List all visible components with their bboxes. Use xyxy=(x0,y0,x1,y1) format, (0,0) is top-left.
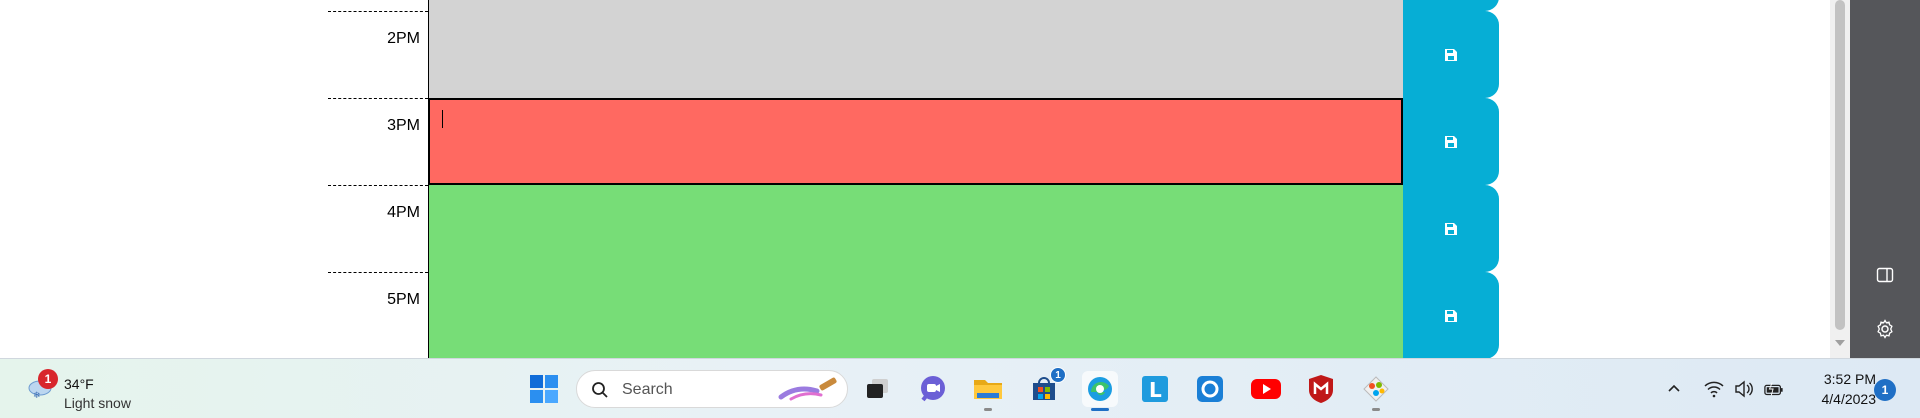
floppy-disk-icon xyxy=(1445,309,1457,322)
event-textarea[interactable] xyxy=(428,11,1403,98)
event-textarea[interactable] xyxy=(428,0,1403,11)
chat-icon xyxy=(921,376,945,402)
hour-label: 2PM xyxy=(328,11,428,98)
file-explorer-button[interactable] xyxy=(970,371,1006,411)
paint-icon xyxy=(1363,376,1389,402)
save-button[interactable] xyxy=(1403,98,1499,185)
battery-icon[interactable] xyxy=(1764,379,1784,399)
l-letter-icon: L xyxy=(1142,376,1168,402)
weather-badge: 1 xyxy=(38,369,58,389)
search-placeholder: Search xyxy=(622,381,673,398)
mcafee-button[interactable] xyxy=(1303,371,1339,407)
paint-button[interactable] xyxy=(1358,371,1394,411)
split-screen-icon[interactable] xyxy=(1872,262,1898,288)
chevron-up-icon[interactable] xyxy=(1664,379,1684,399)
clock-date: 4/4/2023 xyxy=(1821,391,1877,407)
edge-browser-button[interactable] xyxy=(1082,371,1118,411)
floppy-disk-icon xyxy=(1445,48,1457,61)
scrollbar-thumb[interactable] xyxy=(1835,0,1845,330)
svg-text:L: L xyxy=(1149,378,1162,402)
weather-condition: Light snow xyxy=(64,395,131,411)
time-block-row: 3PM xyxy=(328,98,1499,185)
folder-icon xyxy=(974,380,1002,399)
taskbar-search[interactable]: Search xyxy=(576,370,848,408)
active-indicator xyxy=(1091,408,1109,411)
hour-label xyxy=(328,0,428,11)
gear-icon[interactable] xyxy=(1872,316,1898,342)
event-textarea[interactable] xyxy=(428,272,1403,358)
time-block-row: 5PM xyxy=(328,272,1499,358)
time-block-row xyxy=(328,0,1499,11)
system-clock[interactable]: 3:52 PM 4/4/2023 xyxy=(1800,369,1877,409)
time-block-row: 2PM xyxy=(328,11,1499,98)
youtube-icon xyxy=(1251,379,1281,399)
paintbrush-decoration-icon xyxy=(778,377,837,401)
svg-text:❄: ❄ xyxy=(33,391,41,401)
floppy-disk-icon xyxy=(1445,222,1457,235)
running-indicator xyxy=(1372,408,1380,411)
scroll-down-arrow-icon[interactable] xyxy=(1835,340,1845,346)
start-button[interactable] xyxy=(526,371,562,407)
task-view-icon xyxy=(867,379,888,398)
windows-logo-icon xyxy=(530,375,558,403)
volume-icon[interactable] xyxy=(1734,379,1754,399)
edge-icon xyxy=(1088,377,1112,401)
l-app-button[interactable]: L xyxy=(1137,371,1173,407)
browser-viewport: 2PM 3PM 4PM 5PM xyxy=(328,0,1850,358)
event-textarea-wrapper xyxy=(428,98,1403,185)
cortana-button[interactable] xyxy=(1192,371,1228,407)
event-textarea[interactable] xyxy=(428,185,1403,272)
running-indicator xyxy=(984,408,992,411)
microsoft-store-button[interactable]: 1 xyxy=(1026,367,1066,407)
store-badge: 1 xyxy=(1050,367,1066,383)
store-icon xyxy=(1033,377,1055,400)
save-button[interactable] xyxy=(1403,272,1499,358)
save-button[interactable] xyxy=(1403,0,1499,11)
floppy-disk-icon xyxy=(1445,135,1457,148)
weather-widget[interactable]: ❄ 1 34°F Light snow xyxy=(20,367,160,411)
text-cursor xyxy=(442,110,443,128)
vertical-scrollbar[interactable] xyxy=(1830,0,1850,358)
task-view-button[interactable] xyxy=(860,371,896,407)
weather-temperature: 34°F xyxy=(64,376,94,392)
hour-label: 4PM xyxy=(328,185,428,272)
hour-label: 5PM xyxy=(328,272,428,358)
clock-time: 3:52 PM xyxy=(1823,371,1876,387)
event-textarea[interactable] xyxy=(428,98,1403,185)
time-block-row: 4PM xyxy=(328,185,1499,272)
browser-sidebar xyxy=(1850,0,1920,358)
notification-badge[interactable]: 1 xyxy=(1874,379,1896,401)
save-button[interactable] xyxy=(1403,11,1499,98)
ring-icon xyxy=(1197,376,1223,402)
hour-label: 3PM xyxy=(328,98,428,185)
mcafee-icon xyxy=(1309,375,1333,403)
youtube-button[interactable] xyxy=(1248,371,1284,407)
windows-taskbar: ❄ 1 34°F Light snow Search 1 L xyxy=(0,358,1920,418)
wifi-icon[interactable] xyxy=(1704,379,1724,399)
search-icon xyxy=(592,382,608,398)
save-button[interactable] xyxy=(1403,185,1499,272)
teams-chat-button[interactable] xyxy=(915,371,951,407)
